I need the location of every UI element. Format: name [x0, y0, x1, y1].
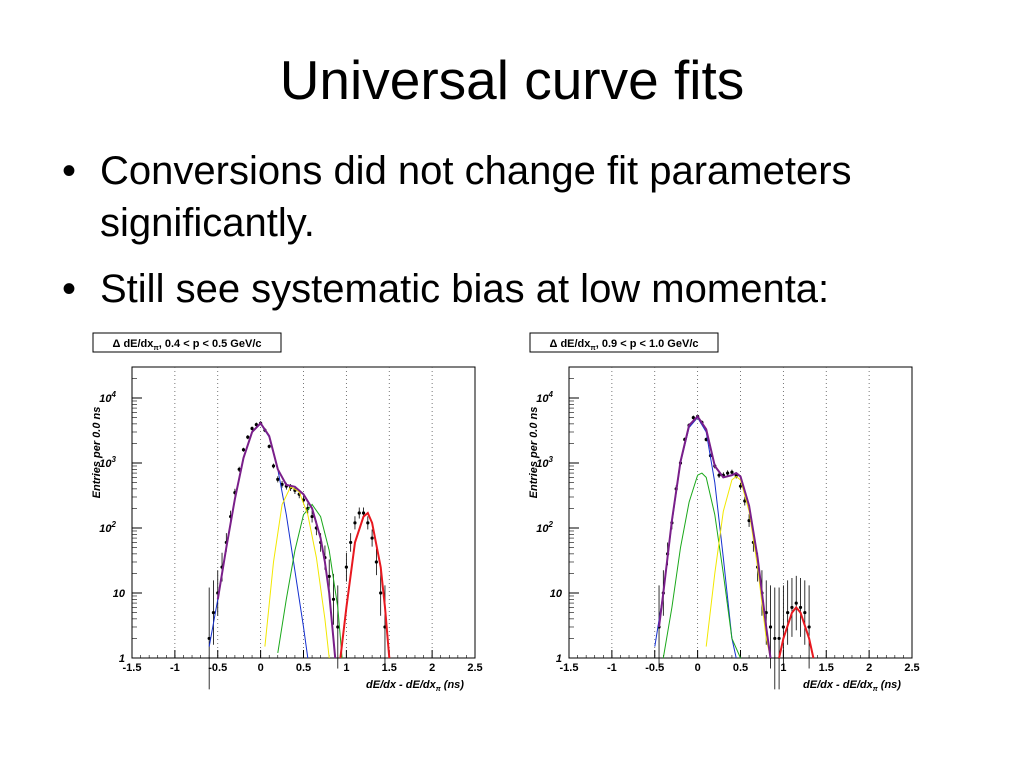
- y-tick-label: 10: [113, 588, 126, 600]
- x-tick-label: -1.5: [560, 662, 579, 674]
- data-point: [777, 636, 781, 641]
- x-tick-label: 1.5: [382, 662, 397, 674]
- data-point: [768, 625, 773, 629]
- y-tick-label: 104: [536, 390, 553, 405]
- data-point: [327, 574, 331, 579]
- data-point: [370, 536, 374, 540]
- data-point: [267, 444, 271, 449]
- bullet-text: Conversions did not change fit parameter…: [100, 149, 852, 245]
- x-tick-label: 1.5: [819, 662, 834, 674]
- data-point: [310, 514, 314, 519]
- data-point: [250, 426, 254, 431]
- data-point: [807, 625, 811, 629]
- data-point: [361, 511, 366, 515]
- data-point: [738, 484, 743, 488]
- data-point: [336, 625, 340, 629]
- y-tick-label: 102: [536, 520, 553, 535]
- data-point: [803, 610, 807, 615]
- data-point: [246, 435, 250, 439]
- x-tick-label: -1: [170, 662, 180, 674]
- data-point: [207, 636, 211, 641]
- x-tick-label: 2.5: [904, 662, 919, 674]
- data-point: [353, 521, 357, 525]
- y-axis-label: Entries per 0.0 ns: [91, 407, 103, 499]
- plot-frame: [568, 366, 913, 659]
- x-tick-label: 0: [695, 662, 701, 674]
- x-tick-label: -1.5: [123, 662, 142, 674]
- x-tick-label: 2.5: [467, 662, 482, 674]
- data-point: [349, 540, 353, 545]
- y-tick-label: 103: [99, 455, 116, 470]
- fit-curve-pion: [654, 416, 737, 659]
- y-tick-label: 102: [99, 520, 116, 535]
- fit-curve-proton: [778, 605, 815, 659]
- data-point: [747, 518, 751, 523]
- data-point: [366, 521, 370, 525]
- fit-curve-kaon: [264, 486, 330, 659]
- data-point: [794, 601, 798, 605]
- x-tick-label: 2: [866, 662, 872, 674]
- data-point: [211, 610, 216, 615]
- fit-curve-kaon: [705, 475, 771, 659]
- bullet-dot: •: [62, 149, 77, 193]
- dedx-chart-low-momentum: Δ dE/dxπ, 0.4 < p < 0.5 GeV/c -1.5 -1 -0.5 0…: [91, 332, 483, 693]
- fit-curve-electron: [277, 503, 343, 659]
- bullet-list: • Conversions did not change fit paramet…: [62, 145, 992, 329]
- chart-title-box: [92, 332, 282, 353]
- y-tick-label: 104: [99, 390, 116, 405]
- data-point: [357, 511, 361, 515]
- data-point: [379, 591, 383, 595]
- data-point: [786, 610, 790, 615]
- fit-curve-overall: [658, 414, 772, 659]
- y-tick-label: 103: [536, 455, 553, 470]
- dedx-chart-high-momentum: Δ dE/dxπ, 0.9 < p < 1.0 GeV/c -1.5 -1 -0.5 0…: [528, 332, 920, 693]
- data-point: [691, 415, 695, 420]
- x-tick-label: 0: [258, 662, 264, 674]
- data-point: [781, 625, 785, 629]
- y-tick-label: 1: [119, 653, 125, 665]
- data-point: [374, 560, 378, 564]
- data-point: [276, 477, 280, 481]
- data-point: [241, 448, 246, 452]
- chart-panel-right: Δ dE/dxπ, 0.9 < p < 1.0 GeV/c -1.5 -1 -0.5 0…: [497, 330, 957, 702]
- x-axis-label: dE/dx - dE/dxπ (ns): [366, 679, 464, 693]
- x-tick-label: -0.5: [208, 662, 227, 674]
- x-tick-label: 0.5: [733, 662, 748, 674]
- data-point: [730, 470, 734, 474]
- plot-frame: [131, 366, 476, 659]
- chart-title-box: [529, 332, 719, 353]
- x-tick-label: -0.5: [645, 662, 664, 674]
- chart-panel-left: Δ dE/dxπ, 0.4 < p < 0.5 GeV/c -1.5 -1 -0.5 0…: [60, 330, 520, 702]
- bullet-item: • Still see systematic bias at low momen…: [62, 263, 992, 315]
- chart-title: Δ dE/dxπ, 0.9 < p < 1.0 GeV/c: [549, 338, 698, 352]
- chart-title: Δ dE/dxπ, 0.4 < p < 0.5 GeV/c: [112, 338, 261, 352]
- data-point: [344, 565, 348, 569]
- y-axis-label: Entries per 0.0 ns: [528, 407, 540, 499]
- y-tick-label: 10: [550, 588, 563, 600]
- x-tick-label: 1: [343, 662, 349, 674]
- bullet-text: Still see systematic bias at low momenta…: [100, 267, 830, 311]
- fit-curve-proton: [339, 511, 391, 659]
- x-tick-label: -1: [607, 662, 617, 674]
- fit-curve-pion: [208, 423, 309, 659]
- data-point: [726, 471, 730, 475]
- y-tick-label: 1: [556, 653, 562, 665]
- x-tick-label: 0.5: [296, 662, 311, 674]
- data-point: [790, 605, 794, 610]
- data-point: [798, 605, 803, 610]
- fit-curve-electron: [662, 472, 741, 659]
- x-axis-label: dE/dx - dE/dxπ (ns): [803, 679, 901, 693]
- data-point: [773, 636, 777, 641]
- fit-curve-overall: [216, 421, 337, 659]
- x-tick-label: 2: [429, 662, 435, 674]
- bullet-item: • Conversions did not change fit paramet…: [62, 145, 992, 249]
- data-point: [271, 464, 276, 468]
- bullet-dot: •: [62, 267, 77, 311]
- data-point: [331, 597, 336, 601]
- slide-title: Universal curve fits: [279, 49, 745, 111]
